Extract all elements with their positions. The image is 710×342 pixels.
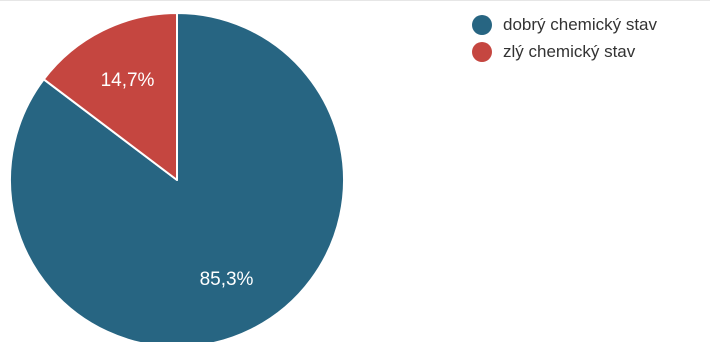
legend-label-2: zlý chemický stav [503, 41, 636, 61]
chart-legend: dobrý chemický stav zlý chemický stav [472, 11, 657, 65]
legend-item-2[interactable]: zlý chemický stav [472, 38, 657, 65]
slice-data-label-1: 85,3% [200, 269, 254, 290]
legend-item-1[interactable]: dobrý chemický stav [472, 11, 657, 38]
slice-data-label-2: 14,7% [101, 70, 155, 91]
legend-swatch-1 [472, 14, 492, 35]
legend-label-1: dobrý chemický stav [503, 14, 657, 34]
pie-slice-1[interactable] [9, 12, 345, 342]
legend-swatch-2 [472, 41, 492, 62]
top-divider [0, 0, 710, 1]
pie-slice-2[interactable] [42, 12, 178, 181]
